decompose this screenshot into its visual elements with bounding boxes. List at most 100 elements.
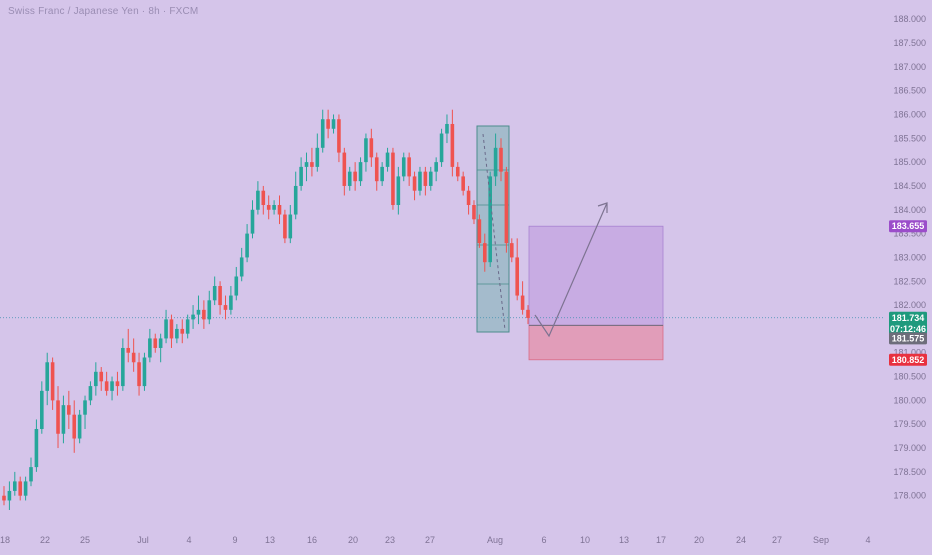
time-axis[interactable]: 18 22 25 Jul 4 9 13 16 20 23 27 Aug 6 10 13 17 20 24 27 Sep… <box>0 535 871 545</box>
candle-body <box>477 219 482 244</box>
candles-layer <box>2 109 530 510</box>
time-axis-label: 4 <box>186 535 191 545</box>
candle-body <box>207 300 212 320</box>
price-axis-label: 182.500 <box>893 276 926 286</box>
candle <box>180 319 185 344</box>
candle-body <box>326 119 330 129</box>
candle <box>239 247 244 282</box>
candle <box>466 185 471 215</box>
candle-body <box>504 171 509 244</box>
candle <box>288 205 293 244</box>
candle <box>515 238 519 301</box>
candle-body <box>293 185 298 215</box>
candle <box>121 338 125 391</box>
candle <box>164 309 168 344</box>
candle <box>380 162 384 186</box>
stop-zone[interactable] <box>528 324 664 361</box>
candle <box>126 328 131 363</box>
candle <box>385 147 390 172</box>
candle <box>229 286 233 315</box>
candle <box>2 486 6 506</box>
target-zone[interactable] <box>528 225 664 326</box>
candle-body <box>175 328 179 339</box>
candle <box>347 166 352 191</box>
candle-body <box>423 171 428 186</box>
trend-dashed-line[interactable] <box>482 133 506 331</box>
time-axis-label: 13 <box>619 535 629 545</box>
price-axis-label: 185.000 <box>893 157 926 167</box>
target-price-tag-text: 183.655 <box>892 221 925 231</box>
candle-body <box>488 176 492 263</box>
candle <box>434 157 438 182</box>
time-axis-label: 20 <box>694 535 704 545</box>
time-axis-label: 24 <box>736 535 746 545</box>
candle-body <box>520 295 525 310</box>
target-price-tag[interactable]: 183.655 <box>889 220 927 233</box>
price-axis-label: 179.000 <box>893 443 926 453</box>
candle <box>131 338 136 372</box>
candle-body <box>185 319 190 334</box>
candle-body <box>212 286 217 301</box>
candle <box>72 400 77 453</box>
candle-body <box>266 205 271 210</box>
candle-body <box>223 305 228 310</box>
candle-body <box>169 319 174 339</box>
stop-price-tag[interactable]: 180.852 <box>889 353 927 366</box>
price-axis-label: 184.500 <box>893 181 926 191</box>
candle <box>488 171 492 267</box>
candle <box>509 238 514 263</box>
candle-body <box>304 162 309 167</box>
time-axis-label: 17 <box>656 535 666 545</box>
price-axis-label: 188.000 <box>893 14 926 24</box>
candle <box>299 157 303 191</box>
candle <box>326 109 330 139</box>
candle <box>104 371 109 396</box>
current-price-tag-text: 07:12:46 <box>890 324 926 334</box>
candle <box>504 166 509 253</box>
candle <box>369 128 374 167</box>
candle <box>407 152 411 186</box>
candle <box>115 371 120 396</box>
candle <box>18 476 23 501</box>
entry-price-tag[interactable]: 181.575 <box>889 332 927 345</box>
candle <box>234 266 239 301</box>
candle-body <box>153 338 158 348</box>
candle-body <box>83 400 87 415</box>
candle <box>277 195 282 225</box>
price-axis[interactable]: 188.000 187.500 187.000 186.500 186.000 185.5… <box>893 14 926 501</box>
candle-body <box>7 490 12 501</box>
candle-body <box>418 171 422 191</box>
candle <box>23 476 28 501</box>
candle <box>83 395 87 429</box>
candle-body <box>67 405 71 415</box>
candle-body <box>515 257 519 296</box>
candle-body <box>18 481 23 496</box>
candle-body <box>234 276 239 296</box>
candle <box>61 395 66 444</box>
candle <box>455 162 460 182</box>
candle-body <box>493 147 498 177</box>
candle <box>202 300 206 329</box>
candle-body <box>202 309 206 320</box>
candle <box>445 114 449 144</box>
candle-body <box>342 152 347 186</box>
candle <box>175 324 179 344</box>
candle <box>304 152 309 182</box>
time-axis-label: 4 <box>865 535 870 545</box>
candle <box>223 295 228 320</box>
candle-body <box>428 171 433 186</box>
highlight-range-box[interactable] <box>476 125 510 333</box>
candle <box>472 200 476 225</box>
candle <box>499 138 503 182</box>
candle <box>283 209 287 244</box>
candle-body <box>374 157 379 182</box>
candle-body <box>229 295 233 310</box>
candle <box>428 166 433 191</box>
candle <box>526 305 530 325</box>
entry-price-tag-text: 181.575 <box>892 333 925 343</box>
projection-arrow[interactable] <box>534 202 608 338</box>
candle <box>272 200 276 215</box>
